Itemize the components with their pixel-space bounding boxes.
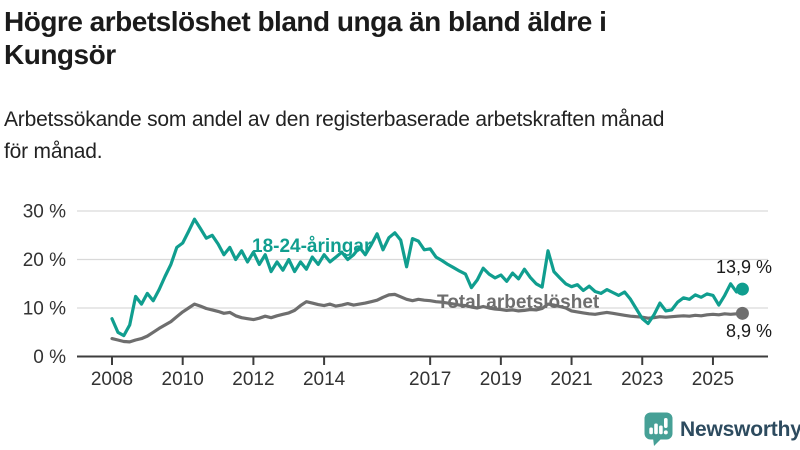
x-tick-label: 2023 bbox=[621, 369, 663, 390]
series-end-dot-total bbox=[735, 306, 749, 320]
y-tick-label: 30 % bbox=[23, 202, 66, 223]
title-line-2: Kungsör bbox=[4, 39, 116, 70]
x-tick-label: 2010 bbox=[162, 369, 204, 390]
series-line-total bbox=[110, 292, 745, 344]
x-tick-label: 2008 bbox=[91, 369, 133, 390]
bar-chart-speech-bubble-icon bbox=[644, 412, 673, 446]
series-line-youth bbox=[110, 217, 745, 338]
series-end-dot-youth bbox=[735, 282, 749, 296]
newsworthy-logo-text: Newsworthy bbox=[680, 417, 800, 441]
x-tick-label: 2019 bbox=[480, 369, 522, 390]
subtitle-line-1: Arbetssökande som andel av den registerb… bbox=[4, 108, 665, 131]
end-value-label-youth: 13,9 % bbox=[715, 257, 772, 277]
y-tick-label: 20 % bbox=[23, 250, 66, 271]
x-tick-label: 2021 bbox=[550, 369, 592, 390]
x-tick-label: 2025 bbox=[692, 369, 734, 390]
newsworthy-logo[interactable]: Newsworthy bbox=[644, 412, 800, 447]
x-tick-label: 2014 bbox=[303, 369, 346, 390]
end-value-label-total: 8,9 % bbox=[725, 321, 772, 341]
title-line-1: Högre arbetslöshet bland unga än bland ä… bbox=[4, 6, 607, 37]
unemployment-line-chart: 0 % 10 % 20 % 30 % 2008 2010 2012 2014 2017 2019 2… bbox=[23, 202, 768, 390]
subtitle-line-2: för månad. bbox=[4, 140, 103, 163]
x-tick-label: 2012 bbox=[232, 369, 274, 390]
y-tick-label: 0 % bbox=[33, 347, 66, 368]
page-title: Högre arbetslöshet bland unga än bland ä… bbox=[4, 5, 607, 71]
y-tick-label: 10 % bbox=[23, 299, 66, 320]
series-label-youth: 18-24-åringar bbox=[252, 236, 372, 257]
chart-subtitle: Arbetssökande som andel av den registerb… bbox=[4, 104, 664, 168]
x-tick-label: 2017 bbox=[409, 369, 451, 390]
series-label-total: Total arbetslöshet bbox=[437, 292, 600, 313]
